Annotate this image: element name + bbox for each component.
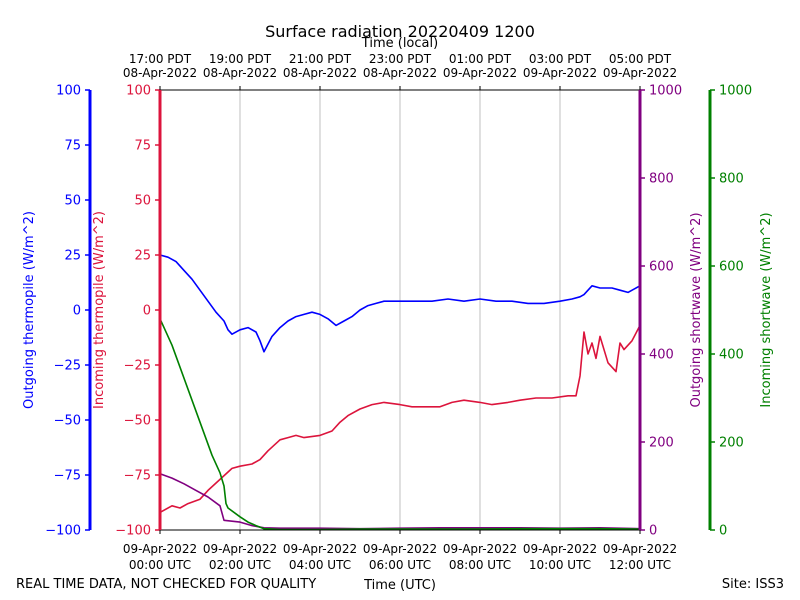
axis-incoming-thermopile: −100 −75 −50 −25 0 25 50 75 100 Incoming thermopi…	[92, 84, 162, 539]
x-tick-label-utc-date: 09-Apr-2022	[603, 542, 677, 556]
top-axis-label: Time (local)	[361, 36, 438, 51]
axis-tick-label: 0	[719, 524, 727, 539]
axis-outgoing-shortwave: 0 200 400 600 800 1000 Outgoing shortwave (W/m…	[638, 84, 704, 539]
bottom-axis-label: Time (UTC)	[363, 578, 436, 593]
x-tick-label-utc-date: 09-Apr-2022	[363, 542, 437, 556]
series-line-outgoing-thermopile	[159, 254, 641, 353]
axis-tick-label: −75	[124, 469, 151, 484]
x-tick-label-local-date: 09-Apr-2022	[443, 66, 517, 80]
x-tick-label-local-date: 08-Apr-2022	[123, 66, 197, 80]
axis-tick-label: 100	[56, 84, 81, 99]
series-line-incoming-thermopile	[159, 325, 641, 514]
axis-tick-label: 600	[719, 260, 744, 275]
x-tick-label-utc-time: 00:00 UTC	[129, 558, 191, 572]
x-tick-label-local-time: 17:00 PDT	[129, 52, 192, 66]
axis-tick-label: 400	[649, 348, 674, 363]
x-tick-label-utc-time: 08:00 UTC	[449, 558, 511, 572]
x-tick-label-utc-date: 09-Apr-2022	[283, 542, 357, 556]
x-tick-label-local-date: 09-Apr-2022	[523, 66, 597, 80]
axis-tick-label: −50	[54, 414, 81, 429]
axis-tick-label: −100	[45, 524, 81, 539]
axis-incoming-shortwave: 0 200 400 600 800 1000 Incoming shortwave (W/m…	[708, 84, 774, 539]
axis-outgoing-thermopile: −100 −75 −50 −25 0 25 50 75 100 Outgoing thermopi…	[22, 84, 92, 539]
x-tick-label-utc-time: 06:00 UTC	[369, 558, 431, 572]
axis-label: Outgoing shortwave (W/m^2)	[689, 212, 704, 407]
axis-tick-label: 0	[649, 524, 657, 539]
axis-tick-label: 800	[649, 172, 674, 187]
x-tick-label-local-time: 05:00 PDT	[609, 52, 672, 66]
x-tick-label-utc-time: 02:00 UTC	[209, 558, 271, 572]
axis-tick-label: 1000	[719, 84, 752, 99]
axis-tick-label: 50	[64, 194, 81, 209]
axis-tick-label: −50	[124, 414, 151, 429]
axis-tick-label: 1000	[649, 84, 682, 99]
x-tick-label-local-time: 21:00 PDT	[289, 52, 352, 66]
chart-title: Surface radiation 20220409 1200	[265, 22, 535, 41]
axis-tick-label: 800	[719, 172, 744, 187]
x-tick-label-utc-time: 12:00 UTC	[609, 558, 671, 572]
x-tick-label-local-time: 01:00 PDT	[449, 52, 512, 66]
axis-tick-label: −75	[54, 469, 81, 484]
axis-tick-label: −100	[115, 524, 151, 539]
axis-tick-label: 0	[143, 304, 151, 319]
x-tick-label-local-time: 19:00 PDT	[209, 52, 272, 66]
axis-label: Incoming shortwave (W/m^2)	[759, 212, 774, 407]
axis-tick-label: 75	[134, 139, 151, 154]
x-tick-label-utc-date: 09-Apr-2022	[443, 542, 517, 556]
x-tick-label-utc-time: 04:00 UTC	[289, 558, 351, 572]
x-tick-label-utc-date: 09-Apr-2022	[523, 542, 597, 556]
axis-tick-label: 600	[649, 260, 674, 275]
site-label: Site: ISS3	[722, 577, 784, 592]
axis-tick-label: 50	[134, 194, 151, 209]
axis-tick-label: 0	[73, 304, 81, 319]
x-tick-label-local-date: 08-Apr-2022	[283, 66, 357, 80]
x-tick-label-utc-time: 10:00 UTC	[529, 558, 591, 572]
axis-tick-label: −25	[124, 359, 151, 374]
axis-tick-label: 200	[649, 436, 674, 451]
axis-tick-label: 25	[64, 249, 81, 264]
axis-tick-label: 200	[719, 436, 744, 451]
axis-tick-label: −25	[54, 359, 81, 374]
axis-label: Outgoing thermopile (W/m^2)	[22, 211, 37, 409]
series-line-incoming-shortwave	[159, 318, 641, 531]
x-tick-label-local-date: 08-Apr-2022	[363, 66, 437, 80]
x-tick-label-utc-date: 09-Apr-2022	[123, 542, 197, 556]
axis-tick-label: 25	[134, 249, 151, 264]
axis-tick-label: 75	[64, 139, 81, 154]
axis-tick-label: 400	[719, 348, 744, 363]
axis-tick-label: 100	[126, 84, 151, 99]
x-tick-label-local-date: 08-Apr-2022	[203, 66, 277, 80]
axis-label: Incoming thermopile (W/m^2)	[92, 211, 107, 409]
x-tick-label-local-time: 23:00 PDT	[369, 52, 432, 66]
quality-disclaimer: REAL TIME DATA, NOT CHECKED FOR QUALITY	[16, 577, 316, 592]
x-tick-label-local-time: 03:00 PDT	[529, 52, 592, 66]
x-tick-label-local-date: 09-Apr-2022	[603, 66, 677, 80]
x-tick-label-utc-date: 09-Apr-2022	[203, 542, 277, 556]
series-line-outgoing-shortwave	[159, 472, 641, 530]
